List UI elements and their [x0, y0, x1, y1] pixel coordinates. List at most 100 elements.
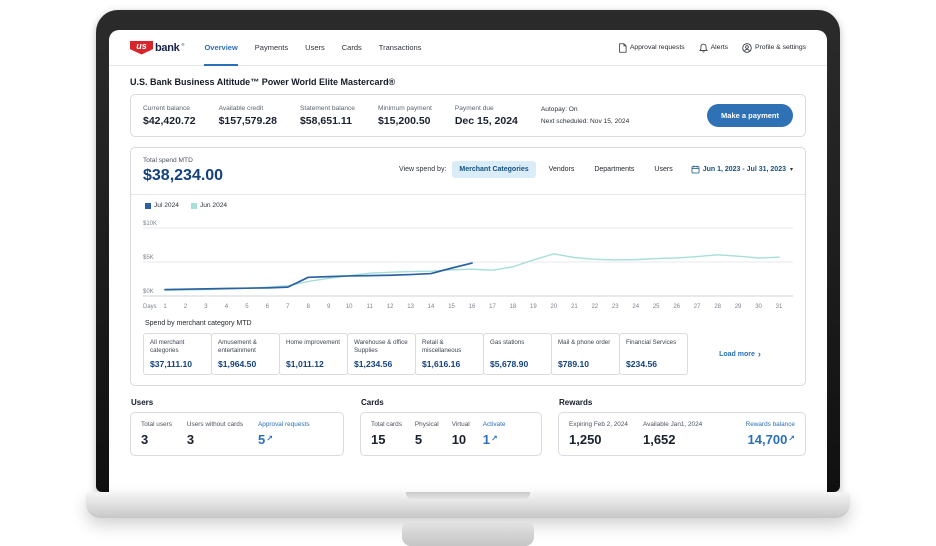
category-card-amusement: Amusement & entertainment $1,964.50 — [211, 333, 280, 375]
stat-label: Payment due — [454, 104, 494, 112]
svg-text:19: 19 — [530, 304, 537, 310]
category-card-label: Mail & phone order — [558, 339, 611, 346]
divider — [131, 194, 805, 195]
svg-text:$10K: $10K — [143, 221, 157, 227]
profile-settings-action[interactable]: Profile & settings — [742, 42, 806, 53]
stat-value: Dec 15, 2024 — [454, 114, 518, 127]
svg-text:13: 13 — [407, 304, 414, 310]
bstat-label: Users without cards — [186, 421, 244, 428]
expiring-rewards-stat: Expiring Feb 2, 2024 1,250 — [569, 421, 628, 447]
approval-requests-icon — [619, 42, 627, 53]
nav-cards[interactable]: Cards — [341, 43, 362, 52]
bstat-value: 1↗ — [482, 432, 498, 447]
category-card-value: $5,678.90 — [490, 359, 529, 369]
svg-text:24: 24 — [632, 304, 639, 310]
available-rewards-stat: Available Jan1, 2024 1,652 — [643, 421, 702, 447]
tab-merchant-categories[interactable]: Merchant Categories — [452, 161, 536, 178]
statement-balance-stat: Statement balance $58,651.11 — [300, 105, 355, 127]
load-more-link[interactable]: Load more › — [687, 333, 793, 375]
profile-settings-label: Profile & settings — [755, 44, 806, 51]
category-card-value: $789.10 — [558, 359, 590, 369]
bstat-value: 10 — [451, 432, 467, 447]
page-title: U.S. Bank Business Altitude™ Power World… — [130, 77, 396, 87]
chevron-down-icon: ▾ — [789, 167, 793, 173]
bstat-label: Physical — [414, 421, 439, 428]
top-navigation: us bank ® Overview Payments Users Cards … — [109, 30, 827, 66]
person-icon — [742, 42, 752, 53]
spend-total-label: Total spend MTD — [143, 157, 193, 164]
approval-requests-label: Approval requests — [629, 44, 685, 51]
physical-cards-stat: Physical 5 — [415, 421, 439, 447]
bstat-value: 15 — [371, 432, 386, 447]
payment-due-stat: Payment due Dec 15, 2024 — [455, 105, 518, 127]
chart-legend: Jul 2024 Jun 2024 — [145, 202, 793, 209]
category-card-label: Home improvement — [286, 339, 340, 346]
svg-text:$0K: $0K — [143, 289, 154, 295]
date-range-picker[interactable]: Jun 1, 2023 - Jul 31, 2023 ▾ — [691, 165, 793, 174]
bstat-label: Available Jan1, 2024 — [642, 421, 703, 428]
svg-text:12: 12 — [387, 304, 394, 310]
svg-text:2: 2 — [184, 304, 188, 310]
category-section-label: Spend by merchant category MTD — [145, 320, 252, 327]
svg-text:$5K: $5K — [143, 255, 154, 261]
category-card-label: Financial Services — [626, 339, 677, 346]
nav-users[interactable]: Users — [305, 43, 325, 52]
bstat-label: Total users — [141, 421, 172, 428]
svg-text:10: 10 — [346, 304, 353, 310]
summary-sections: Users Total users 3 Users without cards … — [130, 398, 806, 456]
category-card-gas: Gas stations $5,678.90 — [483, 333, 552, 375]
svg-text:15: 15 — [448, 304, 455, 310]
svg-text:23: 23 — [612, 304, 619, 310]
stat-value: $58,651.11 — [299, 114, 352, 127]
stat-label: Statement balance — [299, 104, 355, 112]
users-box: Total users 3 Users without cards 3 Appr… — [130, 412, 344, 456]
nav-overview[interactable]: Overview — [204, 30, 237, 66]
approval-requests-action[interactable]: Approval requests — [618, 42, 685, 53]
activate-link[interactable]: Activate 1↗ — [483, 421, 506, 447]
load-more-label: Load more — [719, 350, 755, 358]
virtual-cards-stat: Virtual 10 — [452, 421, 470, 447]
category-card-value: $1,964.50 — [218, 359, 257, 369]
svg-text:18: 18 — [510, 304, 517, 310]
category-card-mail-phone: Mail & phone order $789.10 — [551, 333, 620, 375]
tab-users[interactable]: Users — [654, 166, 673, 173]
approval-requests-link[interactable]: Approval requests 5↗ — [258, 421, 310, 447]
tab-vendors[interactable]: Vendors — [548, 166, 575, 173]
usbank-logo[interactable]: us bank ® — [130, 40, 184, 55]
svg-text:6: 6 — [266, 304, 270, 310]
svg-text:25: 25 — [653, 304, 660, 310]
spend-total-block: Total spend MTD $38,234.00 — [143, 157, 223, 185]
category-cards-row: All merchant categories $37,111.10 Amuse… — [143, 333, 793, 375]
legend-label-jun: Jun 2024 — [199, 202, 228, 209]
autopay-info: Autopay: On Next scheduled: Nov 15, 2024 — [541, 104, 629, 126]
app-window: us bank ® Overview Payments Users Cards … — [109, 30, 827, 492]
svg-text:31: 31 — [776, 304, 783, 310]
nav-transactions[interactable]: Transactions — [378, 43, 422, 52]
rewards-balance-link[interactable]: Rewards balance 14,700↗ — [746, 421, 795, 447]
legend-item-jul: Jul 2024 — [145, 202, 179, 209]
balance-panel: Current balance $42,420.72 Available cre… — [130, 94, 806, 137]
legend-item-jun: Jun 2024 — [190, 202, 228, 209]
bstat-value: 3 — [141, 432, 149, 447]
svg-text:1: 1 — [163, 304, 167, 310]
spend-total-value: $38,234.00 — [143, 167, 224, 184]
external-arrow-icon: ↗ — [490, 434, 498, 443]
category-card-home-improvement: Home improvement $1,011.12 — [279, 333, 348, 375]
legend-swatch-jul — [145, 202, 151, 209]
svg-text:5: 5 — [245, 304, 249, 310]
make-a-payment-button[interactable]: Make a payment — [707, 104, 793, 127]
alerts-action[interactable]: Alerts — [698, 43, 728, 53]
tab-departments[interactable]: Departments — [594, 166, 635, 173]
alerts-label: Alerts — [710, 44, 728, 51]
bstat-label: Rewards balance — [745, 421, 795, 428]
autopay-next-scheduled: Next scheduled: Nov 15, 2024 — [540, 117, 630, 125]
svg-text:11: 11 — [367, 304, 374, 310]
bstat-label: Expiring Feb 2, 2024 — [569, 421, 628, 428]
laptop-base-notch — [406, 492, 530, 501]
svg-text:9: 9 — [327, 304, 331, 310]
svg-text:26: 26 — [673, 304, 680, 310]
nav-payments[interactable]: Payments — [254, 43, 289, 52]
stat-value: $42,420.72 — [143, 114, 196, 127]
usbank-shield-icon: us — [130, 40, 153, 55]
